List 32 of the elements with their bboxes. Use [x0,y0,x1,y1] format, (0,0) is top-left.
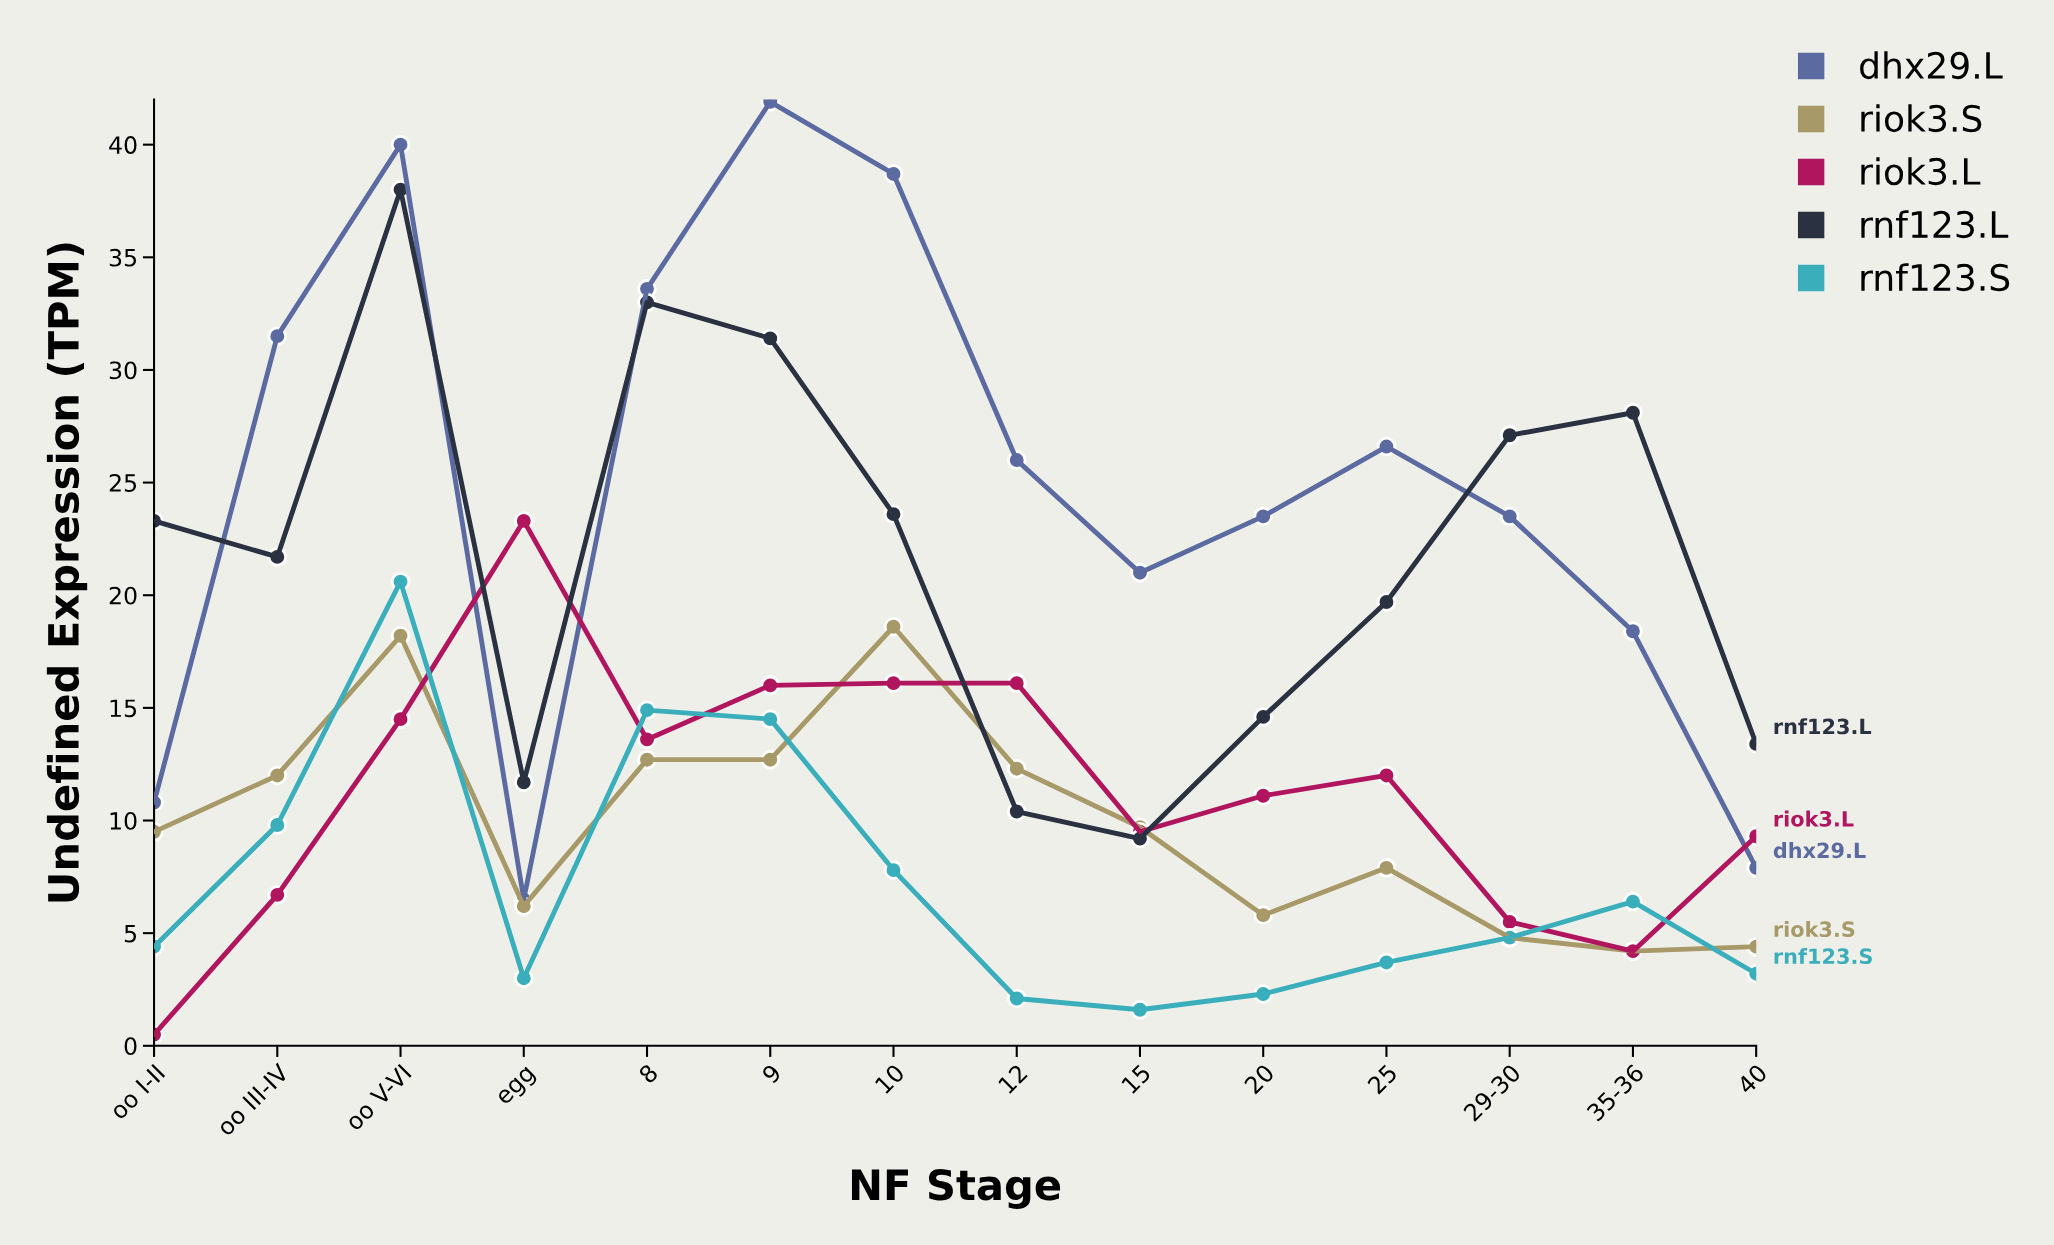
x-tick-label: oo I-II [108,1063,166,1121]
y-tick-label: 30 [109,361,137,380]
x-tick-label: 15 [1121,1063,1152,1095]
legend-label: riok3.S [1861,104,1982,133]
y-tick-label: 20 [109,586,137,605]
y-tick-label: 15 [110,699,137,718]
x-tick-label: oo V-VI [344,1063,412,1132]
x-axis-title: NF Stage [851,1169,1061,1209]
y-tick-label: 10 [110,811,137,830]
text: rnf123.L [1774,718,1872,735]
y-tick-label: 25 [109,474,137,492]
x-tick-label: 9 [760,1063,782,1085]
legend-label: dhx29.L [1860,51,2003,80]
text: rnf123.S [1774,947,1872,965]
text: riok3.L [1774,810,1854,827]
y-tick-label: 5 [124,924,137,943]
legend-label: riok3.L [1861,157,1981,186]
y-tick-label: 35 [109,248,137,267]
x-tick-label: 10 [874,1063,906,1095]
y-tick-label: 40 [109,136,137,154]
x-tick-label: 25 [1366,1063,1398,1095]
x-tick-label: 8 [637,1063,659,1085]
y-axis-title: Undefined Expression (TPM) [46,243,88,902]
legend-label: rnf123.L [1861,210,2009,239]
x-tick-label: 12 [997,1063,1028,1094]
text: riok3.S [1774,920,1855,938]
x-tick-label: egg [496,1066,539,1109]
text: dhx29.L [1773,842,1866,859]
y-tick-label: 0 [124,1037,137,1056]
legend-label: rnf123.S [1861,263,2010,292]
x-tick-label: 20 [1243,1063,1276,1095]
x-tick-label: 40 [1736,1063,1768,1096]
